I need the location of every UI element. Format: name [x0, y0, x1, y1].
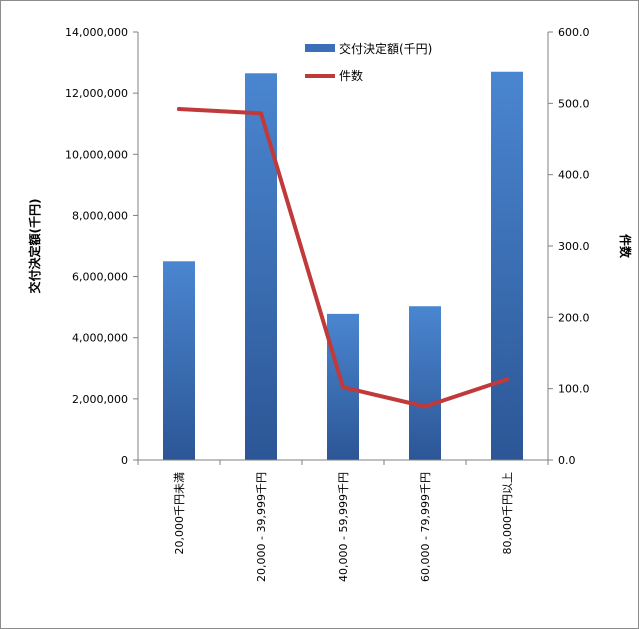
right-axis-title: 件数	[618, 234, 633, 259]
right-axis-ticks: 0.0 100.0 200.0 300.0 400.0 500.0 600.0	[558, 26, 590, 467]
left-axis-ticks: 0 2,000,000 4,000,000 6,000,000 8,000,000 10,…	[65, 26, 128, 467]
left-tick-label: 6,000,000	[72, 271, 128, 284]
category-label: 20,000千円未満	[173, 472, 186, 555]
right-tick-label: 500.0	[558, 97, 590, 110]
legend-bar-label: 交付決定額(千円)	[339, 41, 432, 56]
left-axis-title: 交付決定額(千円)	[27, 199, 42, 294]
legend: 交付決定額(千円) 件数	[305, 41, 432, 83]
line-series	[177, 107, 509, 409]
bar-1	[245, 73, 277, 461]
count-point-3	[423, 404, 427, 409]
right-tick-label: 400.0	[558, 169, 590, 182]
left-tick-label: 2,000,000	[72, 393, 128, 406]
count-point-0	[177, 107, 181, 112]
left-tick-label: 10,000,000	[65, 148, 128, 161]
bar-0	[163, 261, 195, 460]
bar-series	[163, 71, 523, 461]
count-point-1	[259, 111, 263, 116]
category-labels: 20,000千円未満 20,000 - 39,999千円 40,000 - 59,9…	[173, 472, 514, 582]
left-tick-label: 12,000,000	[65, 87, 128, 100]
category-label: 40,000 - 59,999千円	[337, 472, 350, 582]
legend-line-label: 件数	[339, 68, 363, 83]
legend-bar-swatch	[305, 44, 335, 52]
left-tick-label: 4,000,000	[72, 332, 128, 345]
bar-3	[409, 306, 441, 460]
left-tick-label: 0	[121, 454, 128, 467]
category-label: 60,000 - 79,999千円	[419, 472, 432, 582]
right-tick-label: 200.0	[558, 311, 590, 324]
right-tick-label: 0.0	[558, 454, 576, 467]
count-point-4	[505, 377, 509, 382]
category-label: 80,000千円以上	[501, 472, 514, 555]
category-label: 20,000 - 39,999千円	[255, 472, 268, 582]
right-tick-label: 300.0	[558, 240, 590, 253]
axes	[133, 31, 553, 465]
right-tick-label: 100.0	[558, 383, 590, 396]
count-point-2	[341, 385, 345, 390]
bar-4	[491, 71, 523, 460]
right-tick-label: 600.0	[558, 26, 590, 39]
left-tick-label: 8,000,000	[72, 209, 128, 222]
left-tick-label: 14,000,000	[65, 26, 128, 39]
